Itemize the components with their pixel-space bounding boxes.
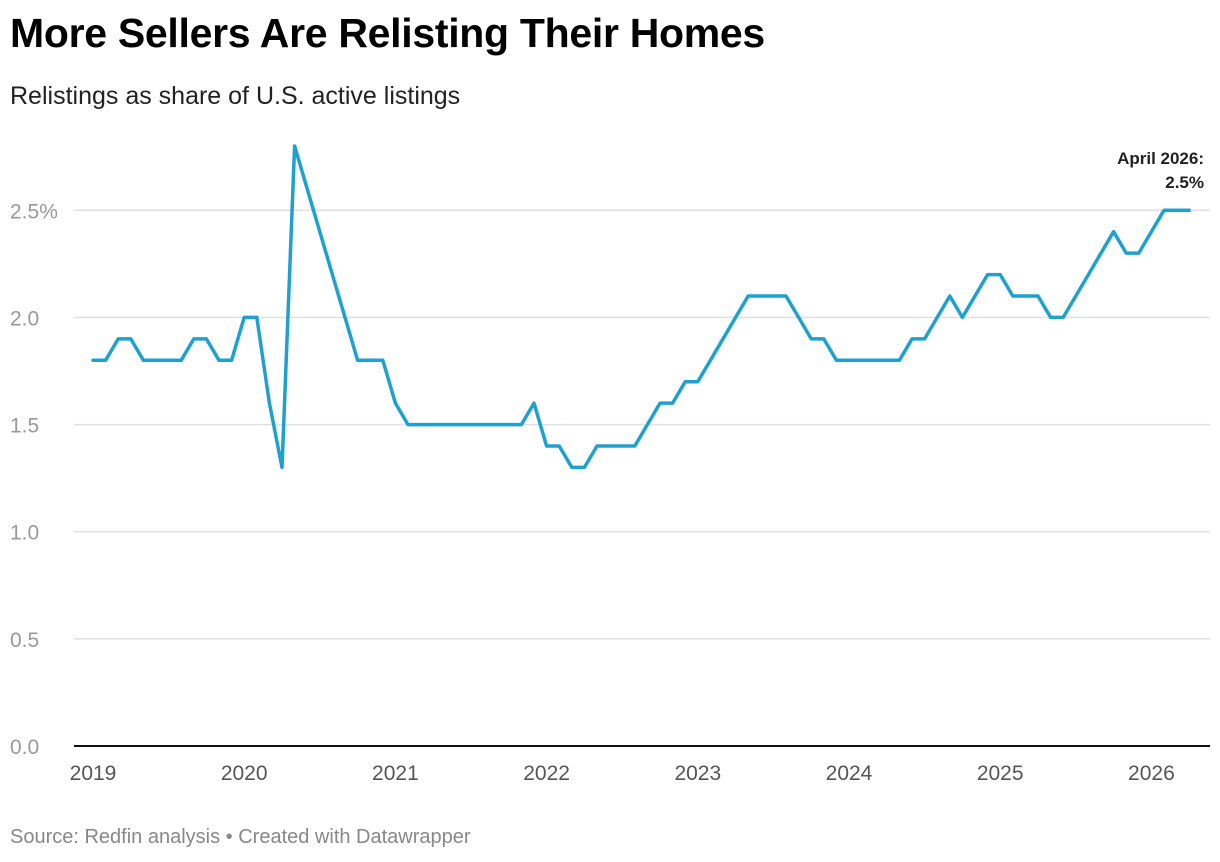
- annotation-value: 2.5%: [1165, 173, 1204, 192]
- source-footer: Source: Redfin analysis • Created with D…: [10, 826, 471, 848]
- x-tick-label: 2024: [826, 762, 873, 785]
- y-tick-label: 0.5: [10, 629, 39, 652]
- series-line: [91, 144, 1191, 470]
- y-tick-label: 2.5%: [10, 200, 58, 223]
- x-tick-label: 2026: [1128, 762, 1175, 785]
- y-tick-label: 1.0: [10, 522, 39, 545]
- annotation-label: April 2026:: [1117, 149, 1204, 168]
- x-tick-label: 2021: [372, 762, 419, 785]
- x-tick-label: 2025: [977, 762, 1024, 785]
- chart-title: More Sellers Are Relisting Their Homes: [10, 10, 765, 56]
- y-tick-label: 2.0: [10, 307, 39, 330]
- x-tick-label: 2023: [674, 762, 721, 785]
- chart-subtitle: Relistings as share of U.S. active listi…: [10, 82, 461, 110]
- y-tick-label: 1.5: [10, 415, 39, 438]
- x-tick-label: 2020: [221, 762, 268, 785]
- y-tick-label: 0.0: [10, 736, 39, 759]
- x-tick-label: 2022: [523, 762, 570, 785]
- x-tick-label: 2019: [70, 762, 117, 785]
